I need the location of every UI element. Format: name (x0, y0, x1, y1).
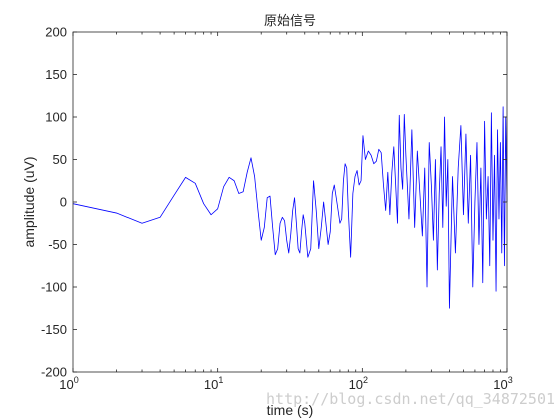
y-tick-labels: 200 150 100 50 0 -50 -100 -150 -200 (41, 25, 67, 380)
ticks-layer (72, 31, 508, 373)
y-tick-label: 0 (60, 195, 67, 210)
x-tick-base: 10 (493, 377, 507, 392)
watermark: http://blog.csdn.net/qq_34872501 (266, 390, 555, 408)
y-tick-label: 150 (45, 67, 67, 82)
x-tick-label: 101 (204, 375, 223, 392)
x-tick-base: 10 (59, 377, 73, 392)
x-tick-label: 100 (59, 375, 78, 392)
y-tick-label: -200 (41, 365, 67, 380)
x-tick-label: 103 (493, 375, 512, 392)
x-tick-labels: 100 101 102 103 (59, 375, 512, 392)
x-tick-base: 10 (349, 377, 363, 392)
x-tick-exponent: 2 (363, 375, 368, 385)
series-layer (72, 106, 508, 309)
chart-title: 原始信号 (264, 14, 316, 29)
y-axis-label: amplitude (uV) (21, 156, 37, 247)
y-tick-label: 50 (53, 152, 67, 167)
y-tick-label: -50 (48, 237, 67, 252)
y-tick-label: 200 (45, 25, 67, 40)
x-tick-exponent: 0 (74, 375, 79, 385)
x-tick-exponent: 3 (508, 375, 513, 385)
y-tick-label: -150 (41, 322, 67, 337)
series-line-0 (72, 106, 508, 309)
x-tick-exponent: 1 (218, 375, 223, 385)
x-tick-label: 102 (349, 375, 368, 392)
y-tick-label: -100 (41, 280, 67, 295)
y-tick-label: 100 (45, 110, 67, 125)
x-tick-base: 10 (204, 377, 218, 392)
x-axis-label: time (s) (267, 402, 314, 418)
